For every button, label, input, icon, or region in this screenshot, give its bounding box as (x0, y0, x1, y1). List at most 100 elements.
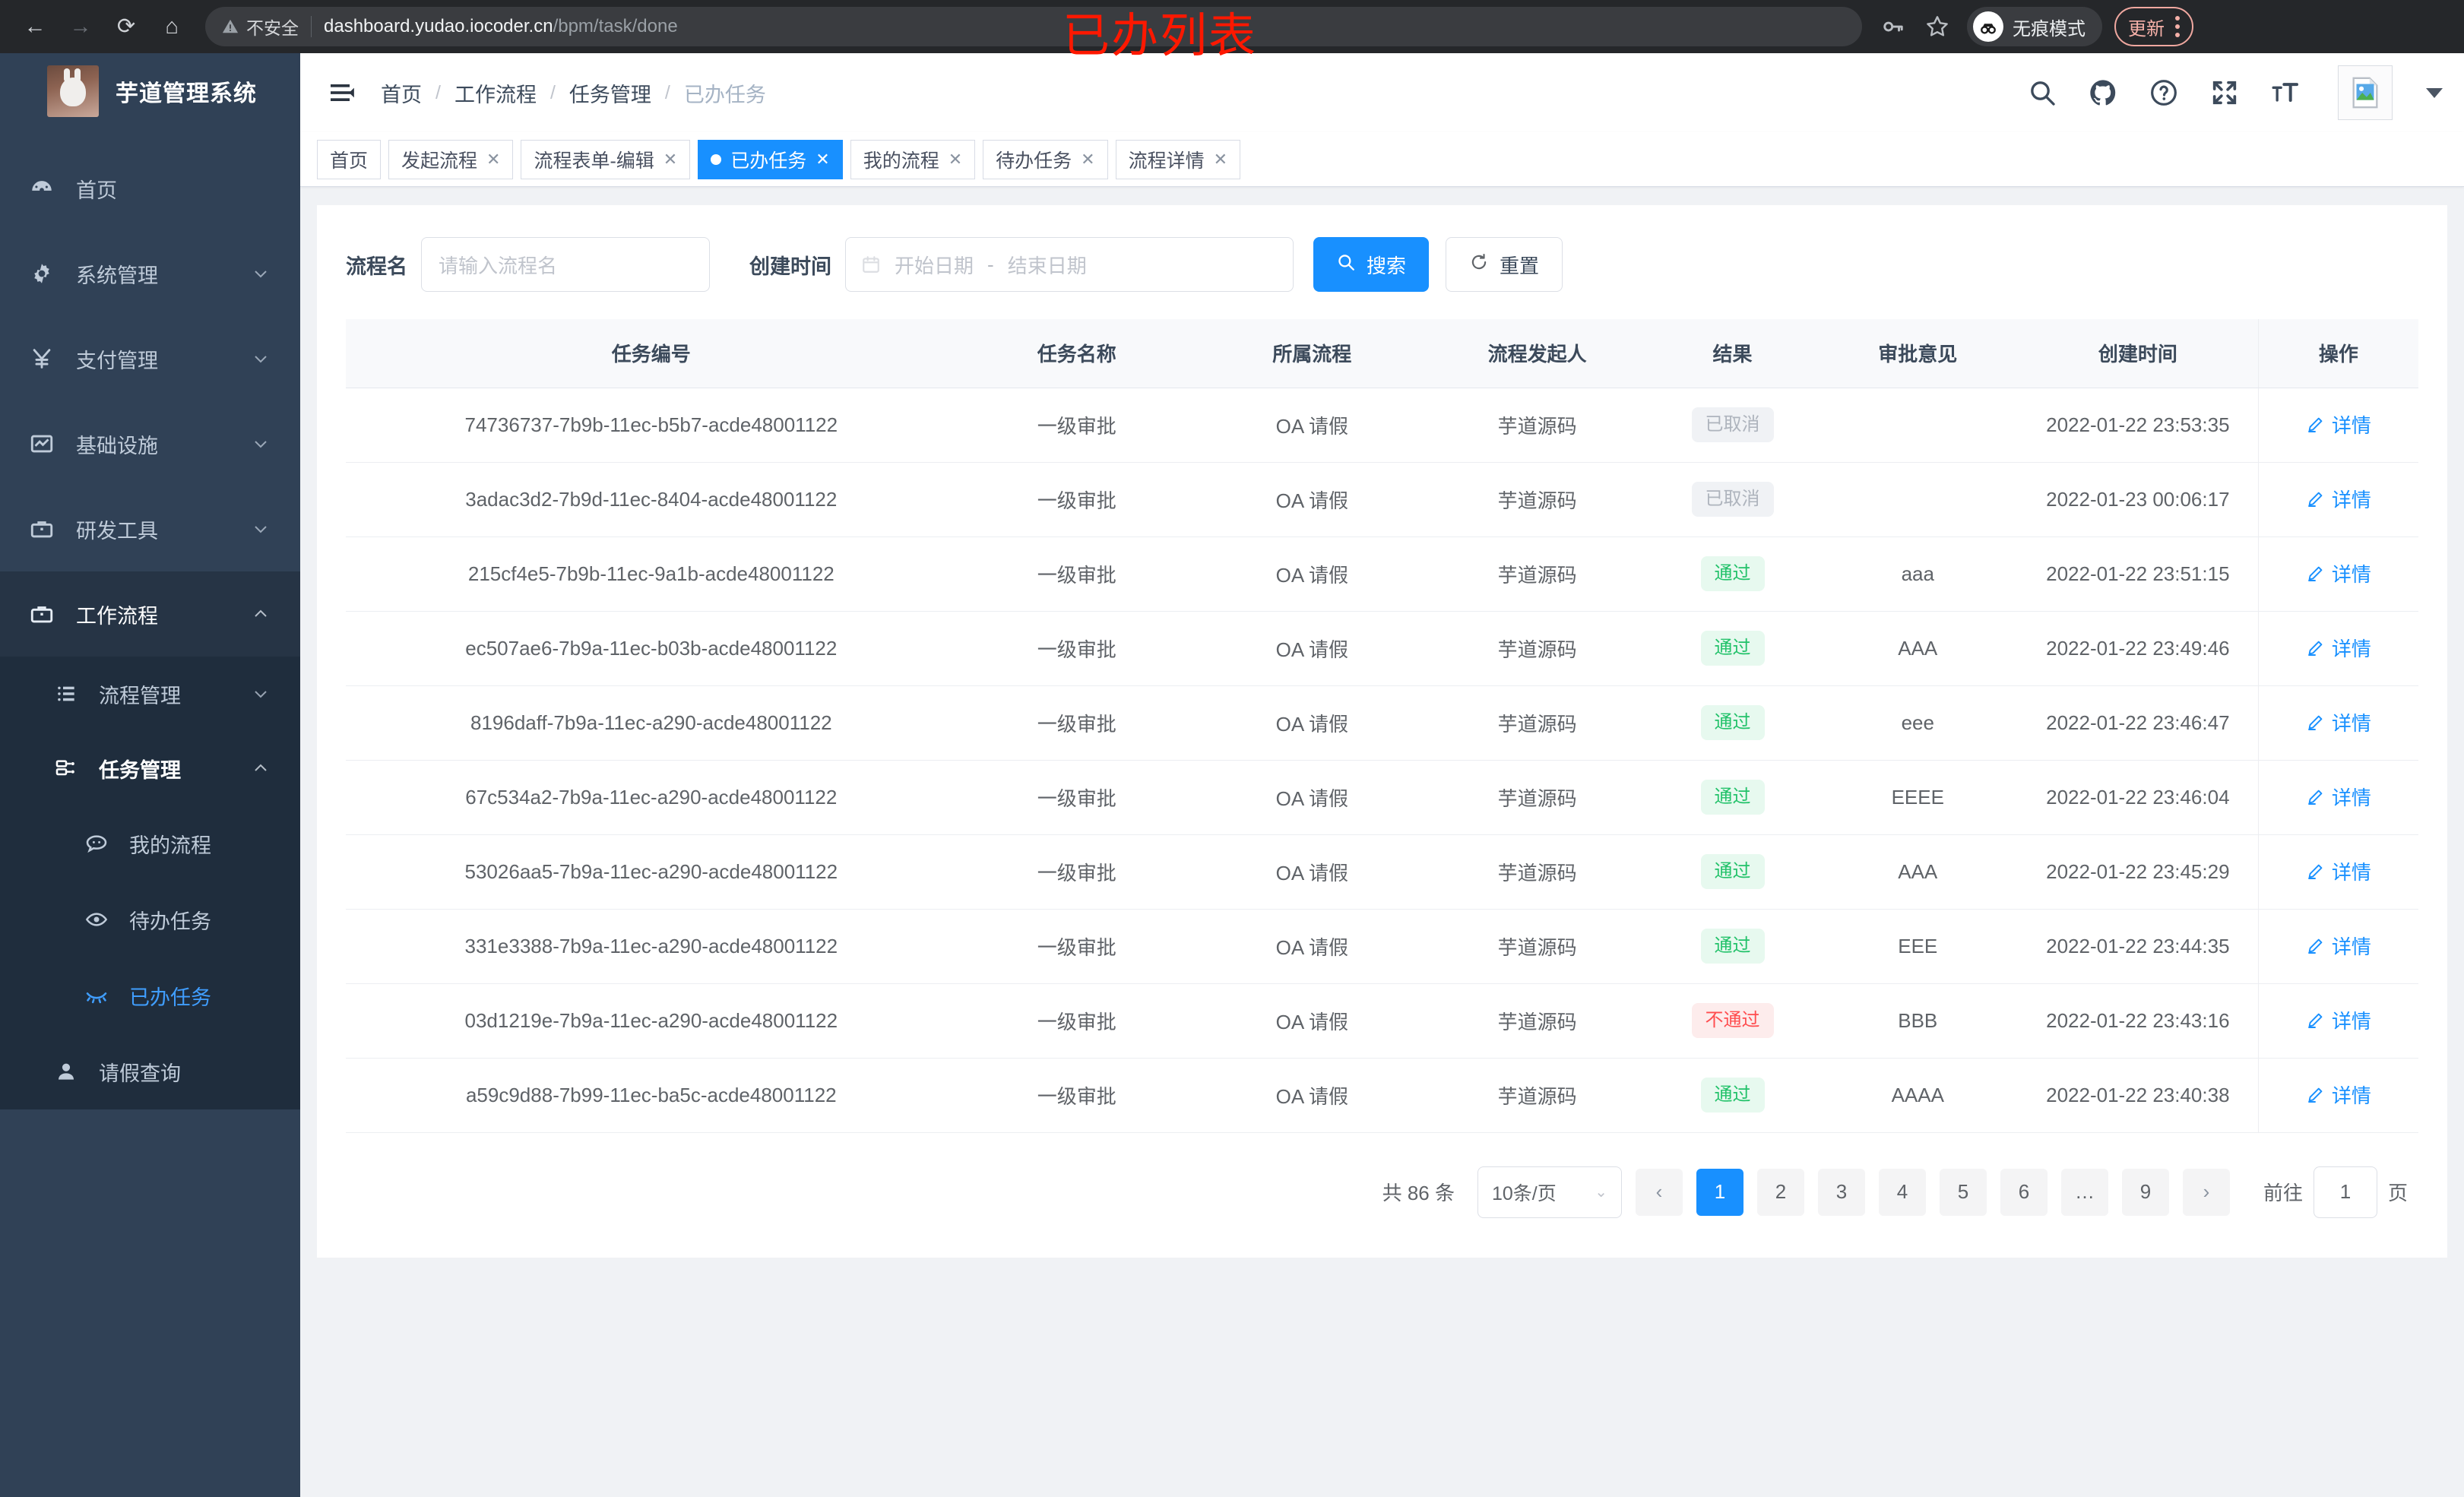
column-header-process: 所属流程 (1196, 319, 1427, 388)
sidebar-item-task-management[interactable]: 任务管理 (0, 731, 300, 805)
status-badge: 通过 (1700, 854, 1765, 889)
chevron-up-icon (252, 759, 270, 777)
search-icon[interactable] (2025, 75, 2060, 110)
hamburger-icon[interactable] (326, 77, 358, 109)
sidebar-item-infrastructure[interactable]: 基础设施 (0, 401, 300, 486)
active-dot-icon (711, 153, 722, 165)
page-ellipsis[interactable]: … (2060, 1168, 2108, 1216)
detail-button[interactable]: 详情 (2306, 410, 2371, 438)
chevron-down-icon[interactable] (2426, 87, 2443, 98)
detail-button[interactable]: 详情 (2306, 1081, 2371, 1109)
date-range-picker[interactable]: 开始日期 - 结束日期 (845, 237, 1294, 292)
font-size-icon[interactable] (2268, 75, 2303, 110)
sidebar-item-my-process[interactable]: 我的流程 (0, 805, 300, 881)
page-size-value: 10条/页 (1491, 1182, 1557, 1204)
breadcrumb-item[interactable]: 任务管理 (568, 83, 651, 106)
github-icon[interactable] (2086, 75, 2120, 110)
sidebar-item-home[interactable]: 首页 (0, 146, 300, 231)
cell-task-id: ec507ae6-7b9a-11ec-b03b-acde48001122 (346, 611, 957, 686)
close-icon[interactable]: ✕ (1213, 149, 1228, 169)
reset-button[interactable]: 重置 (1446, 237, 1563, 292)
jump-page-input[interactable]: 1 (2313, 1166, 2377, 1218)
update-label: 更新 (2128, 18, 2165, 40)
next-page-button[interactable]: › (2182, 1168, 2230, 1216)
prev-page-button[interactable]: ‹ (1635, 1168, 1683, 1216)
close-icon[interactable]: ✕ (816, 149, 830, 169)
pencil-icon (2306, 565, 2324, 583)
search-input[interactable]: 请输入流程名 (421, 237, 710, 292)
chevron-down-icon: ⌄ (1595, 1184, 1607, 1201)
tab-start-process[interactable]: 发起流程 ✕ (388, 139, 514, 179)
address-bar[interactable]: 不安全 dashboard.yudao.iocoder.cn/bpm/task/… (205, 7, 1862, 46)
brand-logo-icon (47, 65, 99, 117)
page-button-1[interactable]: 1 (1696, 1168, 1743, 1216)
sidebar-item-process-management[interactable]: 流程管理 (0, 657, 300, 731)
close-icon[interactable]: ✕ (486, 149, 501, 169)
tab-process-detail[interactable]: 流程详情 ✕ (1115, 139, 1241, 179)
incognito-indicator[interactable]: 无痕模式 (1967, 7, 2102, 46)
sidebar-item-workflow[interactable]: 工作流程 (0, 571, 300, 657)
cell-operation: 详情 (2257, 760, 2418, 835)
forward-arrow-icon[interactable]: → (69, 14, 92, 39)
star-icon[interactable] (1917, 6, 1958, 47)
tab-home[interactable]: 首页 (317, 139, 382, 179)
sidebar-item-todo-task[interactable]: 待办任务 (0, 881, 300, 957)
sidebar-item-leave-query[interactable]: 请假查询 (0, 1033, 300, 1109)
sidebar-item-devtools[interactable]: 研发工具 (0, 486, 300, 571)
chrome-menu-icon[interactable] (2175, 16, 2180, 37)
cell-operation: 详情 (2257, 611, 2418, 686)
sidebar-item-label: 支付管理 (76, 349, 158, 372)
cell-create-time: 2022-01-22 23:44:35 (2018, 909, 2259, 984)
back-arrow-icon[interactable]: ← (24, 14, 46, 39)
app-shell: 芋道管理系统 首页 系统管理 (0, 53, 2464, 1497)
omnibox-divider (311, 16, 312, 37)
detail-label: 详情 (2331, 861, 2371, 885)
cell-task-name: 一级审批 (956, 909, 1197, 984)
page-button-4[interactable]: 4 (1878, 1168, 1926, 1216)
page-size-select[interactable]: 10条/页 ⌄ (1477, 1166, 1622, 1218)
close-icon[interactable]: ✕ (1081, 149, 1095, 169)
reload-icon[interactable]: ⟳ (116, 14, 136, 39)
breadcrumb-item[interactable]: 工作流程 (454, 83, 537, 106)
sidebar-item-system[interactable]: 系统管理 (0, 231, 300, 316)
help-circle-icon[interactable] (2146, 75, 2181, 110)
cell-operation: 详情 (2257, 909, 2418, 984)
status-badge: 通过 (1700, 556, 1765, 591)
page-button-2[interactable]: 2 (1756, 1168, 1804, 1216)
detail-button[interactable]: 详情 (2306, 559, 2371, 587)
detail-button[interactable]: 详情 (2306, 857, 2371, 885)
home-icon[interactable]: ⌂ (165, 14, 179, 39)
sidebar-item-payment[interactable]: 支付管理 (0, 316, 300, 401)
page-button-5[interactable]: 5 (1939, 1168, 1987, 1216)
detail-button[interactable]: 详情 (2306, 932, 2371, 960)
tab-my-process[interactable]: 我的流程 ✕ (850, 139, 976, 179)
sidebar-item-done-task[interactable]: 已办任务 (0, 957, 300, 1033)
search-input-placeholder: 请输入流程名 (439, 254, 558, 277)
tab-done-task[interactable]: 已办任务 ✕ (698, 139, 843, 179)
status-badge: 已取消 (1691, 482, 1774, 517)
fullscreen-icon[interactable] (2207, 75, 2242, 110)
avatar[interactable] (2338, 65, 2393, 120)
tab-todo-task[interactable]: 待办任务 ✕ (983, 139, 1108, 179)
close-icon[interactable]: ✕ (948, 149, 963, 169)
detail-button[interactable]: 详情 (2306, 708, 2371, 736)
detail-button[interactable]: 详情 (2306, 1006, 2371, 1034)
page-button-9[interactable]: 9 (2121, 1168, 2169, 1216)
tab-process-form-edit[interactable]: 流程表单-编辑 ✕ (521, 139, 691, 179)
page-button-3[interactable]: 3 (1817, 1168, 1865, 1216)
detail-button[interactable]: 详情 (2306, 783, 2371, 811)
sidebar: 芋道管理系统 首页 系统管理 (0, 53, 300, 1497)
detail-button[interactable]: 详情 (2306, 634, 2371, 662)
cell-process: OA 请假 (1196, 909, 1427, 984)
brand[interactable]: 芋道管理系统 (0, 53, 300, 129)
tab-label: 已办任务 (730, 150, 807, 172)
cell-task-name: 一级审批 (956, 760, 1197, 835)
page-button-6[interactable]: 6 (2000, 1168, 2048, 1216)
detail-button[interactable]: 详情 (2306, 485, 2371, 513)
breadcrumb-item[interactable]: 首页 (381, 83, 422, 106)
update-button[interactable]: 更新 (2114, 7, 2193, 46)
cell-result: 不通过 (1647, 983, 1818, 1059)
close-icon[interactable]: ✕ (663, 149, 678, 169)
key-icon[interactable] (1873, 6, 1914, 47)
search-button[interactable]: 搜索 (1313, 237, 1430, 292)
